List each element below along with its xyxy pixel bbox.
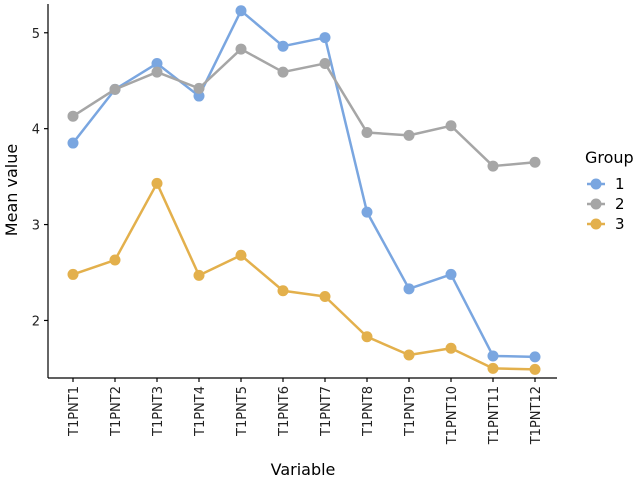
legend-label: 3 (615, 215, 625, 233)
data-point (487, 160, 499, 172)
legend-title: Group (585, 148, 634, 167)
data-point (361, 206, 373, 218)
data-point (487, 350, 499, 362)
x-axis-ticks: T1PNT1 T1PNT2 T1PNT3 T1PNT4 T1PNT5 T1PNT6 T1PN… (67, 378, 544, 445)
data-point (361, 331, 373, 343)
series-layer (67, 5, 541, 375)
data-point (403, 349, 415, 361)
legend-key-point (590, 178, 602, 190)
series-line (72, 47, 536, 168)
data-point (319, 32, 331, 44)
x-tick-label: T1PNT10 (445, 386, 460, 445)
data-point (529, 351, 541, 363)
data-point (151, 66, 163, 78)
series-2 (67, 43, 541, 172)
y-tick-label: 3 (32, 219, 40, 234)
series-line (72, 182, 536, 371)
x-tick-label: T1PNT11 (487, 386, 502, 445)
data-point (319, 57, 331, 69)
series-1 (67, 5, 541, 363)
y-tick-label: 2 (32, 314, 40, 329)
data-point (67, 268, 79, 280)
data-point (277, 40, 289, 52)
x-tick-label: T1PNT1 (67, 386, 82, 437)
data-point (235, 5, 247, 17)
x-tick-label: T1PNT12 (529, 386, 544, 445)
x-tick-label: T1PNT5 (235, 386, 250, 437)
data-point (235, 249, 247, 261)
data-point (319, 290, 331, 302)
data-point (361, 127, 373, 139)
legend-item: 2 (587, 195, 625, 213)
data-point (109, 83, 121, 95)
x-tick-label: T1PNT6 (277, 386, 292, 437)
y-axis-ticks: 2 3 4 5 (32, 27, 48, 329)
y-tick-label: 4 (32, 123, 40, 138)
data-point (403, 129, 415, 141)
legend-label: 2 (615, 195, 625, 213)
data-point (445, 120, 457, 132)
data-point (193, 90, 205, 102)
x-tick-label: T1PNT8 (361, 386, 376, 437)
x-axis-title: Variable (271, 460, 336, 479)
x-tick-label: T1PNT2 (109, 386, 124, 437)
legend: Group 1 2 3 (585, 148, 634, 233)
data-point (529, 363, 541, 375)
data-point (277, 285, 289, 297)
data-point (445, 342, 457, 354)
legend-item: 3 (587, 215, 625, 233)
data-point (235, 43, 247, 55)
data-point (151, 57, 163, 69)
data-point (151, 177, 163, 189)
data-point (277, 66, 289, 78)
data-point (403, 283, 415, 295)
data-point (487, 362, 499, 374)
y-tick-label: 5 (32, 27, 40, 42)
x-tick-label: T1PNT4 (193, 386, 208, 437)
data-point (109, 254, 121, 266)
x-tick-label: T1PNT9 (403, 386, 418, 437)
data-point (445, 268, 457, 280)
legend-key-point (590, 198, 602, 210)
x-tick-label: T1PNT7 (319, 386, 334, 437)
data-point (193, 269, 205, 281)
legend-item: 1 (587, 175, 625, 193)
series-3 (67, 177, 541, 375)
legend-key-point (590, 218, 602, 230)
data-point (67, 110, 79, 122)
data-point (193, 82, 205, 94)
data-point (529, 156, 541, 168)
x-tick-label: T1PNT3 (151, 386, 166, 437)
legend-label: 1 (615, 175, 625, 193)
y-axis-title: Mean value (2, 144, 21, 236)
data-point (67, 137, 79, 149)
series-line (72, 9, 536, 359)
